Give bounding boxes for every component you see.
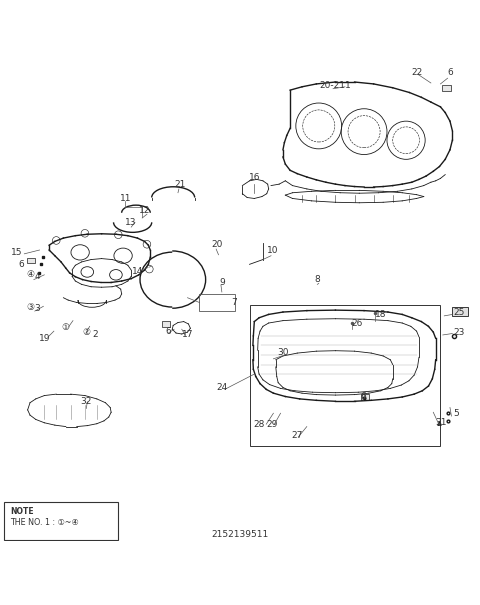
FancyBboxPatch shape bbox=[27, 258, 35, 263]
Text: 20: 20 bbox=[211, 240, 223, 249]
Text: 24: 24 bbox=[216, 383, 228, 392]
Text: 19: 19 bbox=[38, 334, 50, 343]
Text: 28: 28 bbox=[253, 420, 265, 429]
Text: 10: 10 bbox=[267, 246, 278, 255]
Text: 3: 3 bbox=[34, 304, 40, 313]
Text: 8: 8 bbox=[314, 275, 320, 284]
FancyBboxPatch shape bbox=[452, 307, 468, 316]
Bar bbox=[250, 305, 441, 446]
Text: 27: 27 bbox=[291, 431, 303, 440]
Text: 16: 16 bbox=[249, 173, 260, 182]
Text: 9: 9 bbox=[219, 278, 225, 287]
Text: ②: ② bbox=[82, 327, 90, 336]
Text: NOTE: NOTE bbox=[10, 507, 34, 516]
Text: 22: 22 bbox=[411, 68, 422, 77]
Text: ④: ④ bbox=[26, 270, 34, 280]
FancyBboxPatch shape bbox=[361, 394, 369, 400]
Text: 6: 6 bbox=[447, 68, 453, 77]
FancyBboxPatch shape bbox=[4, 503, 118, 540]
Text: 13: 13 bbox=[125, 218, 137, 227]
Text: 23: 23 bbox=[453, 327, 464, 336]
Text: 32: 32 bbox=[81, 397, 92, 407]
Text: 4: 4 bbox=[35, 272, 40, 281]
Text: 7: 7 bbox=[231, 298, 237, 307]
Text: 5: 5 bbox=[453, 409, 458, 417]
FancyBboxPatch shape bbox=[443, 85, 451, 91]
Text: 25: 25 bbox=[454, 309, 465, 318]
Text: THE NO. 1 : ①~④: THE NO. 1 : ①~④ bbox=[10, 517, 79, 526]
FancyBboxPatch shape bbox=[162, 321, 170, 327]
Text: 2152139511: 2152139511 bbox=[211, 530, 269, 538]
Text: 18: 18 bbox=[375, 310, 386, 319]
Text: 15: 15 bbox=[11, 248, 23, 257]
Text: 2: 2 bbox=[92, 330, 98, 339]
Text: 20-211: 20-211 bbox=[320, 81, 351, 90]
Text: ③: ③ bbox=[26, 302, 34, 312]
Text: 21: 21 bbox=[175, 180, 186, 189]
Text: 11: 11 bbox=[120, 194, 131, 203]
Text: 26: 26 bbox=[351, 319, 362, 329]
Bar bbox=[199, 295, 235, 311]
Text: 12: 12 bbox=[139, 206, 150, 215]
Text: 31: 31 bbox=[436, 418, 447, 427]
Text: ①: ① bbox=[62, 323, 70, 332]
Text: 6: 6 bbox=[360, 393, 366, 402]
Text: 6: 6 bbox=[166, 327, 171, 336]
Text: 30: 30 bbox=[277, 348, 288, 357]
Text: 6: 6 bbox=[19, 260, 24, 269]
Text: 14: 14 bbox=[132, 267, 143, 276]
Text: 29: 29 bbox=[267, 420, 278, 429]
Text: 17: 17 bbox=[182, 330, 193, 339]
